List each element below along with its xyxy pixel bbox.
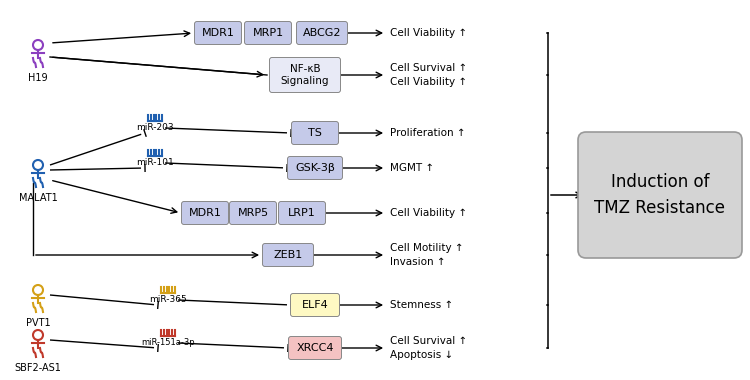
Text: Cell Survival ↑: Cell Survival ↑ bbox=[390, 336, 467, 346]
Text: Apoptosis ↓: Apoptosis ↓ bbox=[390, 350, 453, 360]
FancyBboxPatch shape bbox=[194, 22, 242, 44]
Text: MDR1: MDR1 bbox=[202, 28, 235, 38]
FancyBboxPatch shape bbox=[292, 122, 338, 144]
Text: SBF2-AS1: SBF2-AS1 bbox=[14, 363, 62, 373]
Text: Cell Survival ↑: Cell Survival ↑ bbox=[390, 63, 467, 73]
Text: ELF4: ELF4 bbox=[302, 300, 328, 310]
Text: Proliferation ↑: Proliferation ↑ bbox=[390, 128, 466, 138]
Text: NF-κB
Signaling: NF-κB Signaling bbox=[280, 64, 329, 86]
FancyBboxPatch shape bbox=[182, 201, 229, 225]
Text: LRP1: LRP1 bbox=[288, 208, 316, 218]
FancyBboxPatch shape bbox=[287, 157, 343, 179]
Text: Cell Viability ↑: Cell Viability ↑ bbox=[390, 77, 467, 87]
Text: MDR1: MDR1 bbox=[188, 208, 221, 218]
FancyBboxPatch shape bbox=[289, 337, 341, 359]
FancyBboxPatch shape bbox=[262, 244, 314, 266]
FancyBboxPatch shape bbox=[296, 22, 347, 44]
FancyBboxPatch shape bbox=[269, 57, 340, 92]
Text: Cell Viability ↑: Cell Viability ↑ bbox=[390, 28, 467, 38]
Text: MALAT1: MALAT1 bbox=[19, 193, 57, 203]
Text: Stemness ↑: Stemness ↑ bbox=[390, 300, 453, 310]
Text: PVT1: PVT1 bbox=[26, 318, 50, 328]
FancyBboxPatch shape bbox=[230, 201, 277, 225]
Text: MRP5: MRP5 bbox=[238, 208, 268, 218]
Text: miR-203: miR-203 bbox=[136, 123, 174, 132]
Text: miR-151a-3p: miR-151a-3p bbox=[141, 338, 195, 347]
Text: miR-101: miR-101 bbox=[136, 158, 174, 167]
FancyBboxPatch shape bbox=[290, 293, 340, 317]
FancyBboxPatch shape bbox=[278, 201, 326, 225]
Text: ZEB1: ZEB1 bbox=[273, 250, 302, 260]
Text: Cell Viability ↑: Cell Viability ↑ bbox=[390, 208, 467, 218]
Text: miR-365: miR-365 bbox=[149, 295, 187, 304]
FancyBboxPatch shape bbox=[244, 22, 292, 44]
Text: XRCC4: XRCC4 bbox=[296, 343, 334, 353]
FancyBboxPatch shape bbox=[578, 132, 742, 258]
Text: GSK-3β: GSK-3β bbox=[295, 163, 335, 173]
Text: MGMT ↑: MGMT ↑ bbox=[390, 163, 434, 173]
Text: ABCG2: ABCG2 bbox=[303, 28, 341, 38]
Text: Invasion ↑: Invasion ↑ bbox=[390, 257, 445, 267]
Text: Cell Motility ↑: Cell Motility ↑ bbox=[390, 243, 464, 253]
Text: TS: TS bbox=[308, 128, 322, 138]
Text: Induction of
TMZ Resistance: Induction of TMZ Resistance bbox=[595, 173, 725, 217]
Text: H19: H19 bbox=[28, 73, 48, 83]
Text: MRP1: MRP1 bbox=[253, 28, 284, 38]
